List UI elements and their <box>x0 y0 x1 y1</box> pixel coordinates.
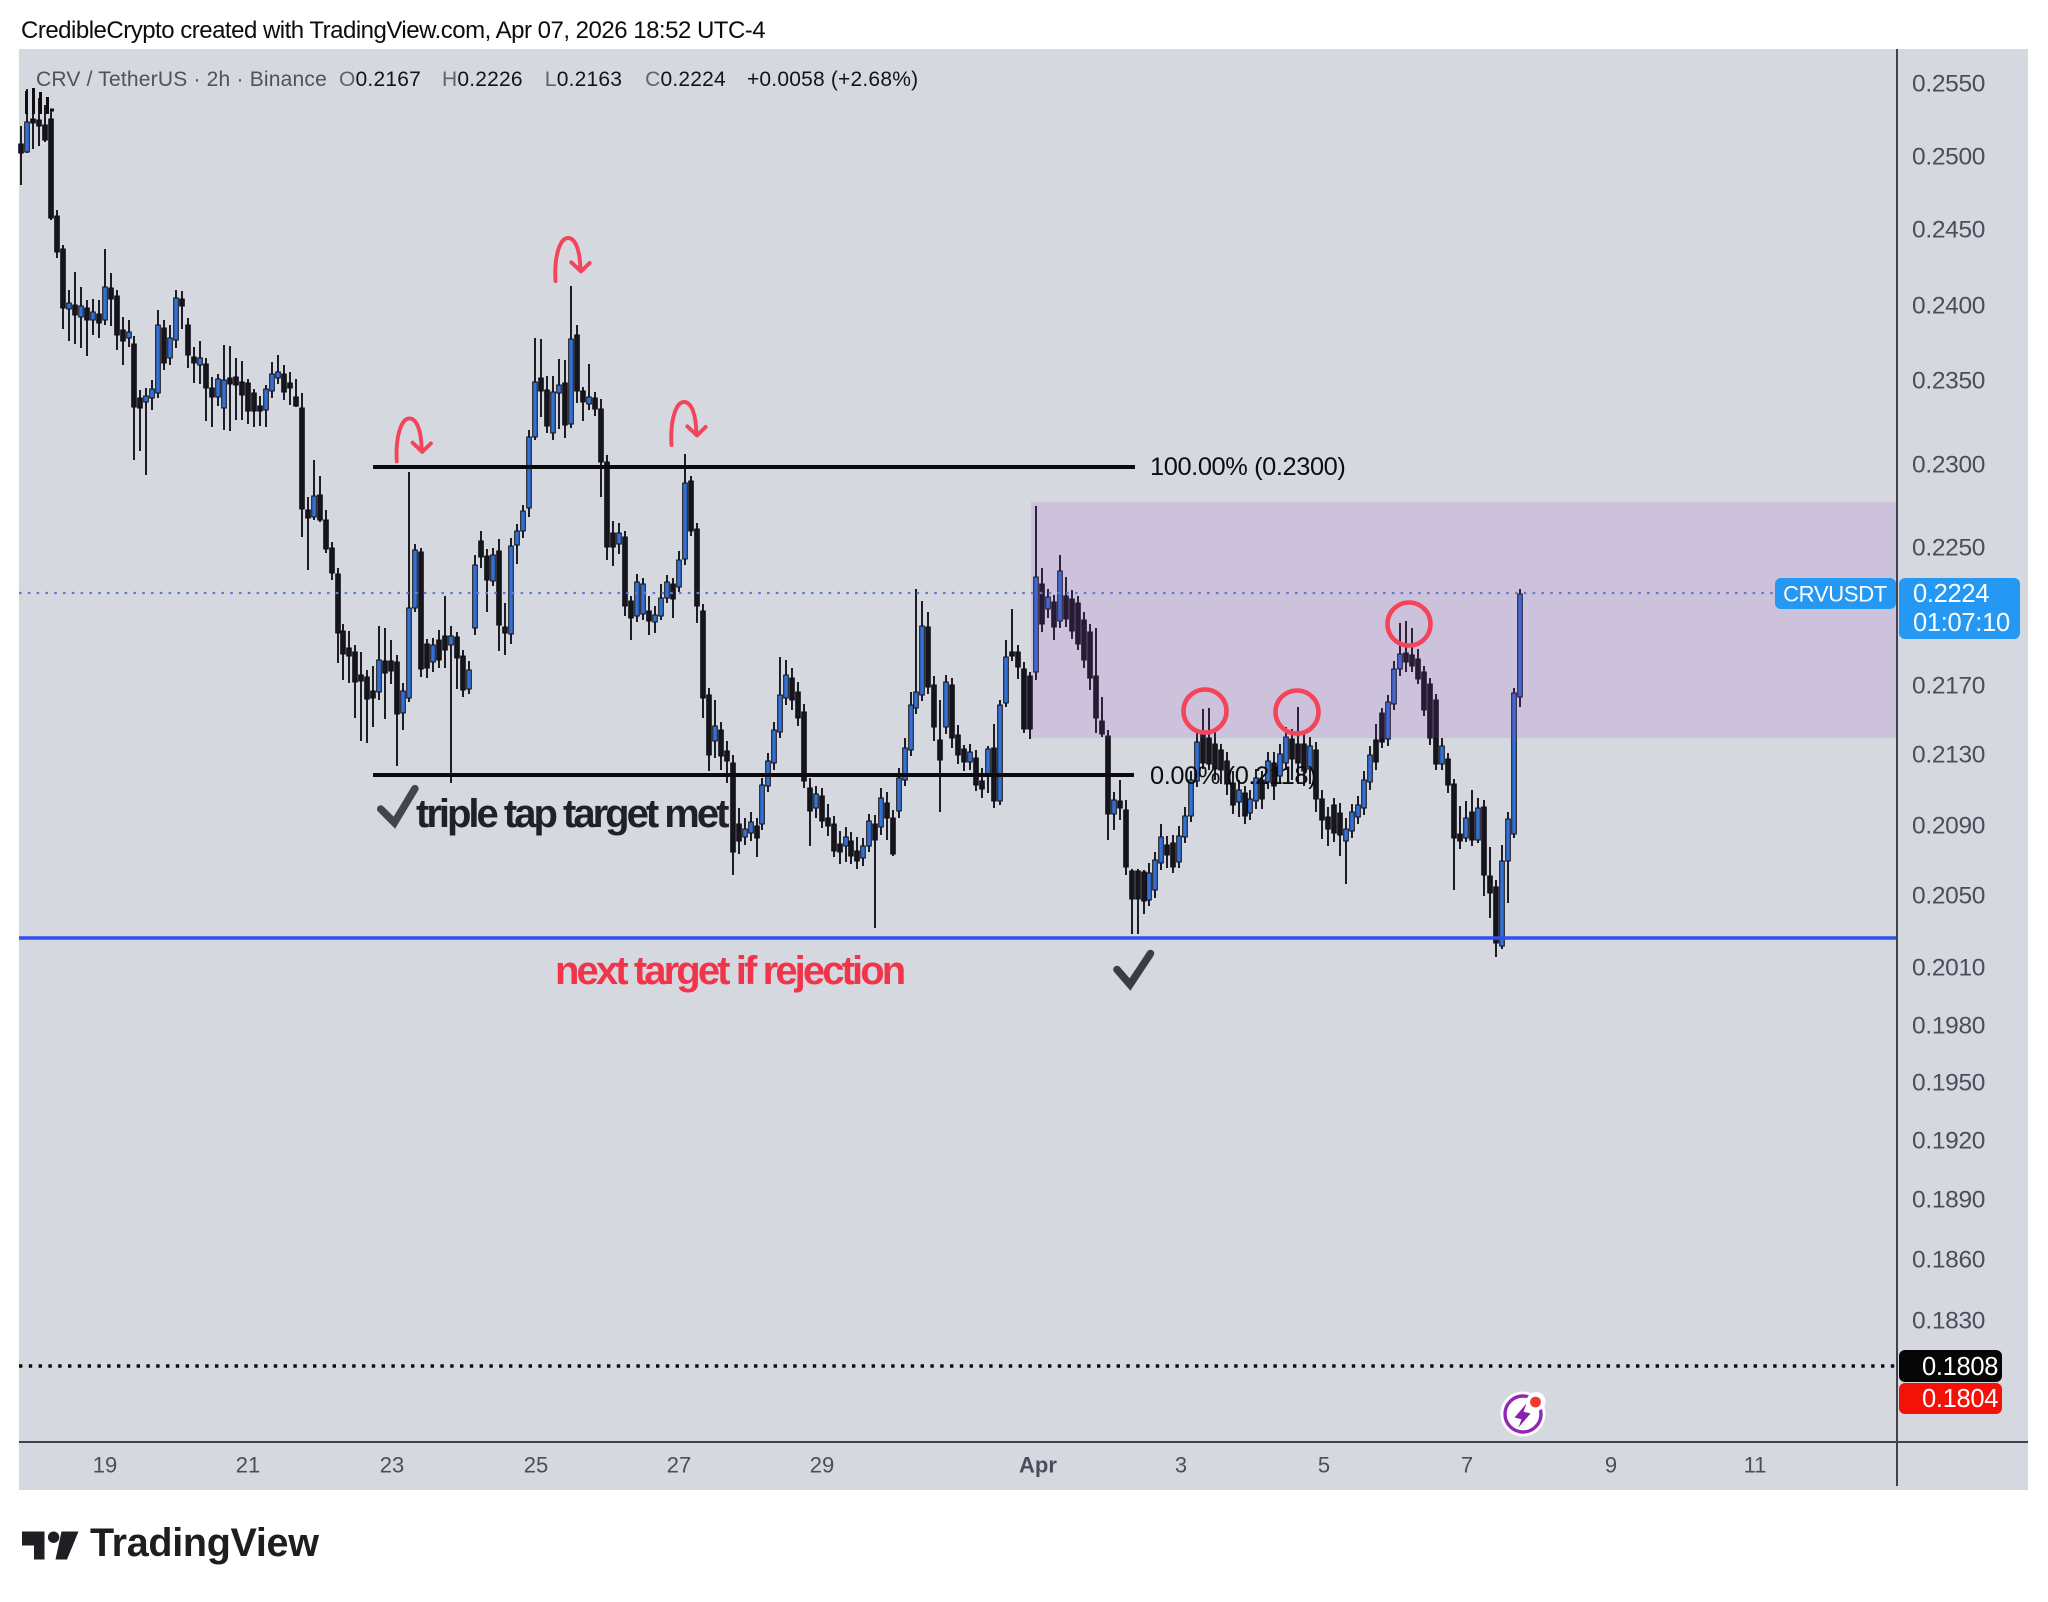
svg-text:0.1804: 0.1804 <box>1922 1385 1998 1413</box>
svg-text:0.2400: 0.2400 <box>1912 293 1985 320</box>
svg-text:23: 23 <box>380 1453 404 1478</box>
svg-text:0.1808: 0.1808 <box>1922 1353 1998 1381</box>
svg-text:0.1950: 0.1950 <box>1912 1070 1985 1097</box>
svg-text:21: 21 <box>236 1453 260 1478</box>
svg-text:0.1920: 0.1920 <box>1912 1128 1985 1155</box>
svg-text:29: 29 <box>810 1453 834 1478</box>
svg-text:0.00% (0.2118): 0.00% (0.2118) <box>1150 762 1316 790</box>
svg-text:3: 3 <box>1175 1453 1187 1478</box>
svg-text:0.2130: 0.2130 <box>1912 742 1985 769</box>
svg-text:0.2050: 0.2050 <box>1912 883 1985 910</box>
svg-text:0.1830: 0.1830 <box>1912 1308 1985 1335</box>
svg-text:01:07:10: 01:07:10 <box>1913 609 2010 637</box>
svg-text:Apr: Apr <box>1019 1453 1057 1478</box>
svg-text:0.1860: 0.1860 <box>1912 1247 1985 1274</box>
svg-text:7: 7 <box>1461 1453 1473 1478</box>
svg-text:0.2224: 0.2224 <box>1913 580 1989 608</box>
svg-text:0.2500: 0.2500 <box>1912 144 1985 171</box>
svg-text:100.00% (0.2300): 100.00% (0.2300) <box>1150 453 1345 481</box>
svg-text:0.2450: 0.2450 <box>1912 217 1985 244</box>
svg-text:0.2010: 0.2010 <box>1912 955 1985 982</box>
svg-text:0.2170: 0.2170 <box>1912 673 1985 700</box>
svg-text:0.1890: 0.1890 <box>1912 1187 1985 1214</box>
svg-text:19: 19 <box>93 1453 117 1478</box>
svg-text:25: 25 <box>524 1453 548 1478</box>
svg-text:0.1980: 0.1980 <box>1912 1013 1985 1040</box>
svg-text:0.2300: 0.2300 <box>1912 452 1985 479</box>
svg-text:5: 5 <box>1318 1453 1330 1478</box>
svg-text:0.2250: 0.2250 <box>1912 535 1985 562</box>
svg-text:0.2350: 0.2350 <box>1912 368 1985 395</box>
svg-text:0.2090: 0.2090 <box>1912 813 1985 840</box>
svg-text:9: 9 <box>1605 1453 1617 1478</box>
svg-text:next target if rejection: next target if rejection <box>555 949 904 993</box>
svg-text:TradingView: TradingView <box>90 1521 319 1565</box>
svg-text:CRVUSDT: CRVUSDT <box>1783 582 1887 607</box>
svg-text:11: 11 <box>1744 1453 1767 1478</box>
svg-text:27: 27 <box>667 1453 691 1478</box>
svg-text:triple tap target met: triple tap target met <box>416 792 729 836</box>
svg-text:0.2550: 0.2550 <box>1912 71 1985 98</box>
